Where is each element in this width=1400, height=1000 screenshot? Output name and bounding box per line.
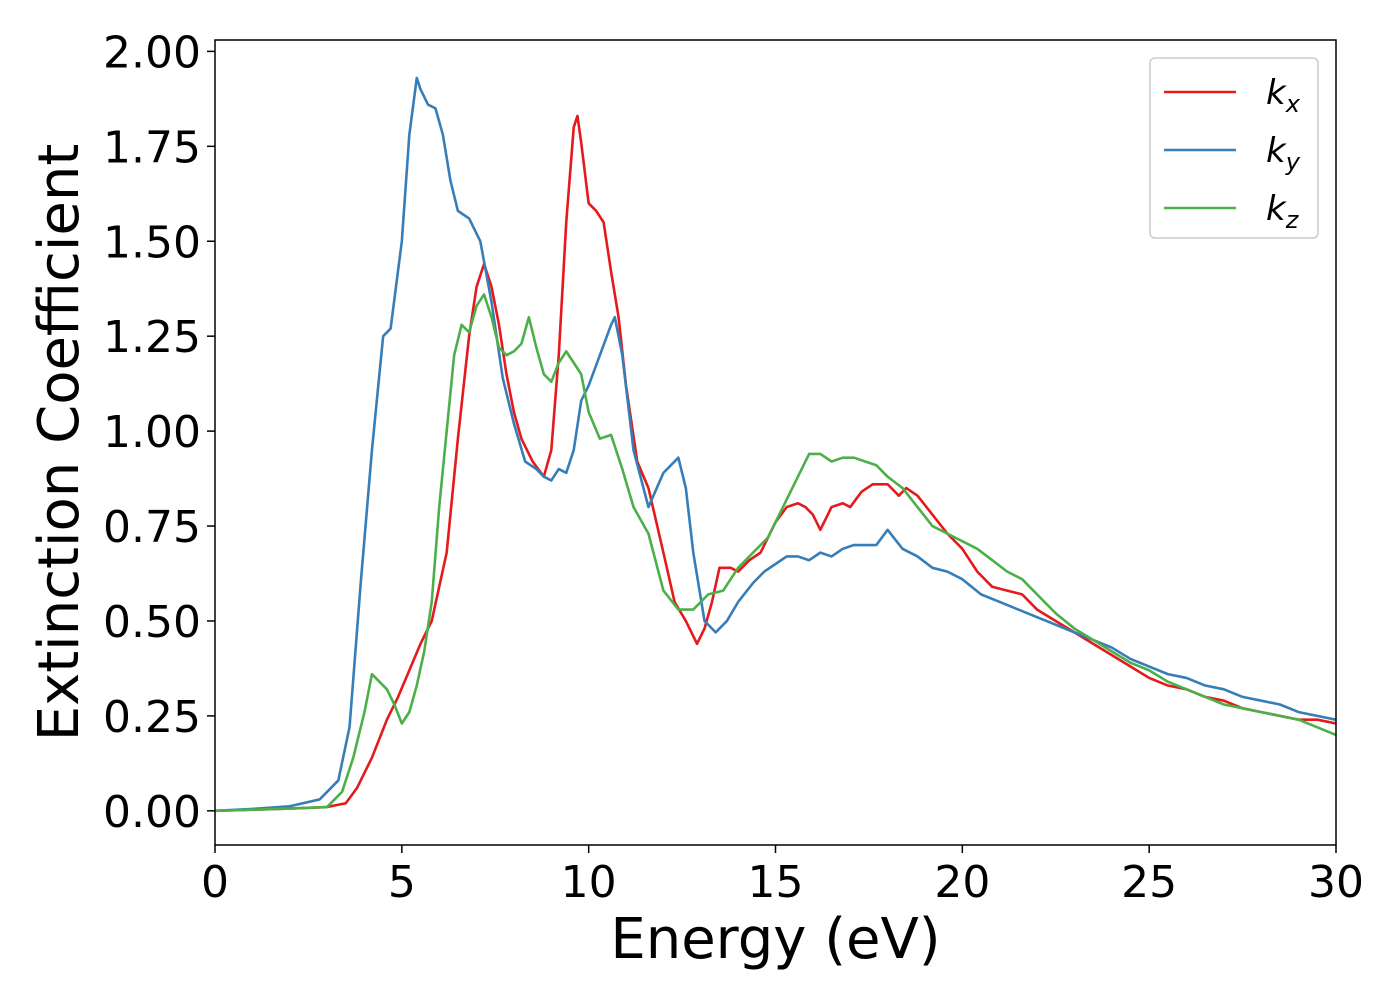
legend: kx ky kz <box>1149 57 1319 239</box>
x-tick-label: 10 <box>561 857 617 908</box>
series-line-ky <box>215 76 1336 813</box>
y-tick-label: 2.00 <box>103 27 201 78</box>
x-tick-label: 5 <box>388 857 416 908</box>
y-tick-label: 0.75 <box>103 502 201 553</box>
y-tick-label: 1.75 <box>103 122 201 173</box>
legend-box <box>1149 57 1319 239</box>
x-axis-title: Energy (eV) <box>610 907 940 972</box>
ticks-layer: 0 5 10 15 20 25 30 0.00 0.25 0.50 0.75 1.00 1.25 1.50… <box>103 27 1364 908</box>
y-tick-label: 0.00 <box>103 787 201 838</box>
series-line-kx <box>215 114 1336 813</box>
x-tick-label: 30 <box>1308 857 1364 908</box>
y-axis-title: Extinction Coefficient <box>27 144 92 742</box>
y-tick-label: 0.25 <box>103 692 201 743</box>
x-tick-label: 15 <box>748 857 804 908</box>
x-tick-label: 20 <box>934 857 990 908</box>
series-line-kz <box>215 293 1336 813</box>
x-tick-label: 25 <box>1121 857 1177 908</box>
y-tick-label: 1.00 <box>103 407 201 458</box>
y-tick-label: 1.25 <box>103 312 201 363</box>
legend-label-kz: kz <box>1266 189 1300 234</box>
legend-label-kx: kx <box>1266 73 1301 118</box>
y-tick-label: 0.50 <box>103 597 201 648</box>
legend-label-ky: ky <box>1266 131 1301 176</box>
series-layer <box>215 76 1336 813</box>
y-tick-label: 1.50 <box>103 217 201 268</box>
x-tick-label: 0 <box>201 857 229 908</box>
